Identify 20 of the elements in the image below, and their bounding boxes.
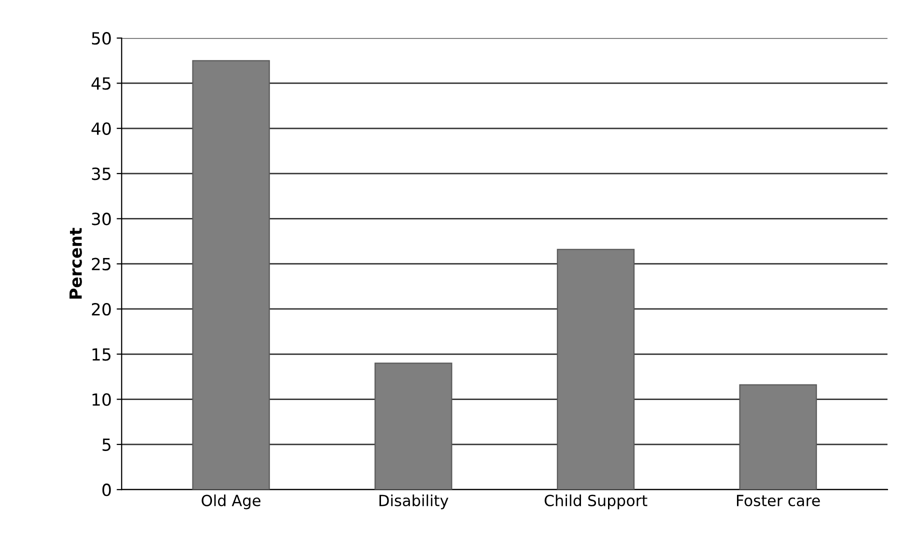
y-tick-label: 5 xyxy=(102,438,110,452)
y-tick-label: 0 xyxy=(102,484,111,496)
y-tick-label: 20 xyxy=(92,302,111,316)
x-tick-label: Old Age xyxy=(202,494,260,510)
y-tick-label: 10 xyxy=(92,393,111,406)
bar xyxy=(739,384,817,490)
y-tick-label: 40 xyxy=(92,122,111,135)
y-tick-label: 45 xyxy=(92,77,110,90)
y-tick-label: 50 xyxy=(92,32,111,45)
y-tick-label: 30 xyxy=(92,212,111,226)
y-tick-label: 15 xyxy=(92,348,110,361)
bar xyxy=(192,60,270,490)
x-tick-label: Disability xyxy=(379,494,448,510)
x-tick-label: Foster care xyxy=(736,494,820,506)
bar xyxy=(556,248,635,490)
y-tick-label: 25 xyxy=(92,258,110,270)
y-tick-label: 35 xyxy=(92,168,110,180)
x-tick-label: Child Support xyxy=(544,494,648,510)
bar xyxy=(374,362,452,490)
y-axis-title: Percent xyxy=(70,228,82,299)
